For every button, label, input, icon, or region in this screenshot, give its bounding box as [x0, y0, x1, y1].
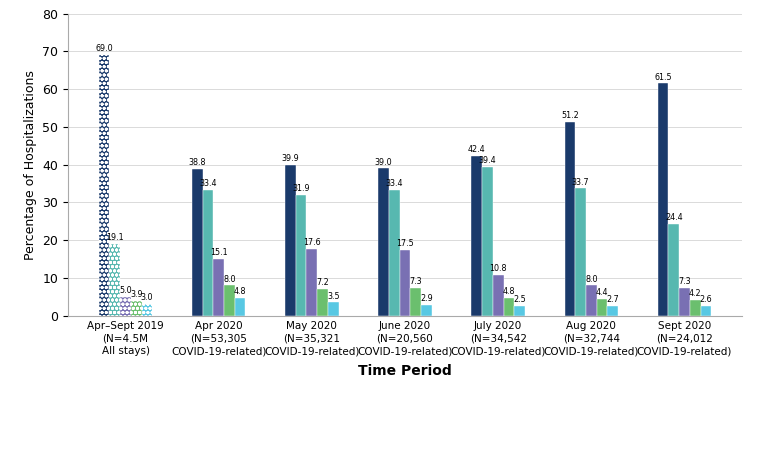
Bar: [235, 298, 245, 316]
Bar: [120, 297, 131, 316]
Text: 2.9: 2.9: [420, 294, 433, 303]
Text: 15.1: 15.1: [210, 248, 228, 257]
Text: 39.0: 39.0: [375, 157, 392, 166]
Bar: [472, 156, 482, 316]
Text: 7.3: 7.3: [678, 277, 691, 286]
Bar: [378, 168, 389, 316]
Text: 8.0: 8.0: [585, 275, 597, 284]
Bar: [658, 83, 668, 316]
Text: 31.9: 31.9: [292, 184, 310, 193]
Text: 2.7: 2.7: [606, 295, 619, 304]
Bar: [514, 306, 525, 316]
X-axis label: Time Period: Time Period: [358, 364, 452, 378]
Bar: [493, 275, 503, 316]
Bar: [224, 285, 235, 316]
Text: 2.6: 2.6: [699, 295, 712, 304]
Text: 19.1: 19.1: [106, 233, 123, 242]
Text: 5.0: 5.0: [119, 286, 132, 295]
Text: 4.2: 4.2: [689, 289, 702, 298]
Bar: [597, 299, 607, 316]
Text: 3.9: 3.9: [130, 290, 142, 299]
Y-axis label: Percentage of Hospitalizations: Percentage of Hospitalizations: [24, 69, 37, 260]
Text: 33.4: 33.4: [199, 179, 217, 188]
Bar: [131, 301, 142, 316]
Text: 3.5: 3.5: [327, 292, 340, 300]
Bar: [213, 259, 224, 316]
Bar: [285, 165, 296, 316]
Bar: [110, 244, 120, 316]
Text: 38.8: 38.8: [188, 158, 206, 167]
Text: 61.5: 61.5: [654, 73, 672, 82]
Bar: [328, 303, 338, 316]
Text: 10.8: 10.8: [489, 264, 507, 273]
Bar: [317, 289, 328, 316]
Legend: Non-Hispanic White, Non-Hispanic Black, Hispanic, Other non-Hispanics, Missing: Non-Hispanic White, Non-Hispanic Black, …: [123, 448, 687, 451]
Bar: [503, 298, 514, 316]
Bar: [296, 195, 307, 316]
Text: 17.6: 17.6: [303, 238, 321, 247]
Text: 39.9: 39.9: [282, 154, 299, 163]
Bar: [575, 189, 586, 316]
Bar: [700, 306, 712, 316]
Bar: [565, 122, 575, 316]
Text: 8.0: 8.0: [223, 275, 235, 284]
Text: 33.7: 33.7: [572, 178, 590, 187]
Bar: [389, 189, 400, 316]
Bar: [400, 249, 410, 316]
Bar: [679, 288, 690, 316]
Bar: [586, 285, 597, 316]
Text: 17.5: 17.5: [396, 239, 414, 248]
Text: 3.0: 3.0: [141, 294, 153, 303]
Bar: [690, 300, 700, 316]
Text: 51.2: 51.2: [561, 111, 579, 120]
Bar: [98, 55, 110, 316]
Text: 69.0: 69.0: [95, 44, 113, 53]
Text: 4.4: 4.4: [596, 288, 609, 297]
Text: 2.5: 2.5: [513, 295, 526, 304]
Bar: [192, 169, 203, 316]
Text: 39.4: 39.4: [478, 156, 497, 165]
Text: 7.3: 7.3: [410, 277, 422, 286]
Text: 33.4: 33.4: [385, 179, 403, 188]
Text: 42.4: 42.4: [468, 145, 485, 154]
Text: 4.8: 4.8: [234, 287, 246, 296]
Text: 24.4: 24.4: [665, 213, 683, 221]
Bar: [410, 288, 421, 316]
Text: 7.2: 7.2: [316, 278, 329, 287]
Text: 4.8: 4.8: [503, 287, 515, 296]
Bar: [307, 249, 317, 316]
Bar: [142, 304, 152, 316]
Bar: [668, 224, 679, 316]
Bar: [421, 305, 431, 316]
Bar: [482, 167, 493, 316]
Bar: [607, 305, 618, 316]
Bar: [203, 189, 213, 316]
